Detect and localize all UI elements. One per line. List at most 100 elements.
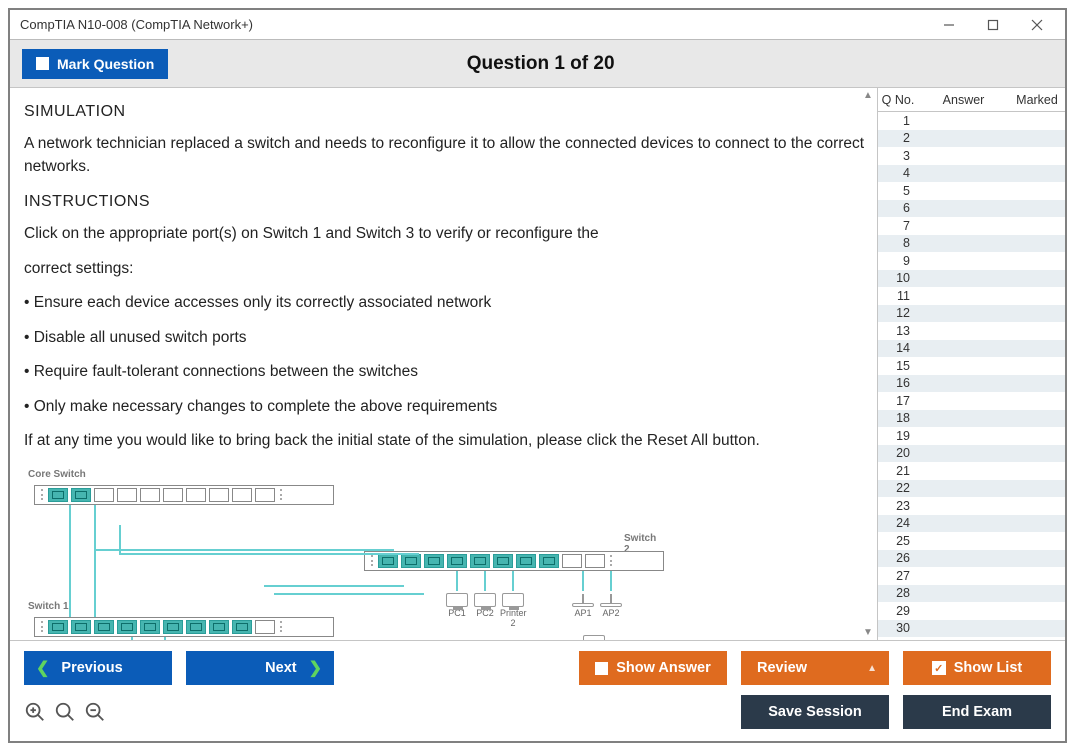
maximize-button[interactable] [971,12,1015,38]
chevron-left-icon: ❮ [36,658,49,678]
ap2-device: AP2 [598,593,624,618]
chevron-right-icon: ❯ [309,658,322,678]
question-list-row[interactable]: 12 [878,305,1065,323]
question-list-row[interactable]: 29 [878,602,1065,620]
switch-port[interactable] [209,488,229,502]
question-list-row[interactable]: 7 [878,217,1065,235]
network-diagram[interactable]: Core Switch Switch 1 Switch 2 Switch 3 [24,465,664,640]
switch-port[interactable] [117,620,137,634]
question-list-row[interactable]: 22 [878,480,1065,498]
switch-port[interactable] [255,620,275,634]
question-pane: SIMULATION A network technician replaced… [10,88,877,640]
question-list-row[interactable]: 20 [878,445,1065,463]
question-list-row[interactable]: 9 [878,252,1065,270]
question-list-row[interactable]: 17 [878,392,1065,410]
bullet-4: • Only make necessary changes to complet… [24,396,873,418]
show-list-check-icon: ✓ [932,661,946,675]
question-list-row[interactable]: 30 [878,620,1065,638]
question-list-row[interactable]: 13 [878,322,1065,340]
switch-port[interactable] [539,554,559,568]
switch-port[interactable] [163,488,183,502]
switch-port[interactable] [48,488,68,502]
show-answer-button[interactable]: Show Answer [579,651,727,685]
question-scrollbar[interactable]: ▲ ▼ [859,88,877,640]
switch-port[interactable] [378,554,398,568]
question-list-row[interactable]: 15 [878,357,1065,375]
question-list-row[interactable]: 27 [878,567,1065,585]
switch-port[interactable] [209,620,229,634]
previous-label: Previous [61,660,122,676]
main-area: SIMULATION A network technician replaced… [10,88,1065,641]
instructions-heading: INSTRUCTIONS [24,190,873,213]
switch-port[interactable] [232,620,252,634]
switch-1[interactable] [34,617,334,637]
close-button[interactable] [1015,12,1059,38]
switch-port[interactable] [401,554,421,568]
switch-port[interactable] [140,488,160,502]
show-list-label: Show List [954,660,1022,676]
switch-port[interactable] [424,554,444,568]
question-list-pane: Q No. Answer Marked 12345678910111213141… [877,88,1065,640]
question-list-body[interactable]: 1234567891011121314151617181920212223242… [878,112,1065,640]
question-list-row[interactable]: 10 [878,270,1065,288]
question-list-row[interactable]: 19 [878,427,1065,445]
review-button[interactable]: Review ▲ [741,651,889,685]
core-switch[interactable] [34,485,334,505]
switch-port[interactable] [94,488,114,502]
switch-port[interactable] [48,620,68,634]
question-list-row[interactable]: 23 [878,497,1065,515]
question-list-row[interactable]: 28 [878,585,1065,603]
switch-port[interactable] [493,554,513,568]
question-list-row[interactable]: 25 [878,532,1065,550]
question-list-row[interactable]: 21 [878,462,1065,480]
question-list-row[interactable]: 18 [878,410,1065,428]
question-list-row[interactable]: 4 [878,165,1065,183]
question-list-row[interactable]: 16 [878,375,1065,393]
switch-port[interactable] [71,620,91,634]
footer-row-1: ❮ Previous Next ❯ Show Answer Review ▲ ✓… [24,651,1051,685]
switch-port[interactable] [516,554,536,568]
question-counter: Question 1 of 20 [28,53,1053,75]
switch-port[interactable] [585,554,605,568]
next-button[interactable]: Next ❯ [186,651,334,685]
show-list-button[interactable]: ✓ Show List [903,651,1051,685]
question-list-row[interactable]: 11 [878,287,1065,305]
switch1-label: Switch 1 [28,601,69,612]
switch-port[interactable] [140,620,160,634]
switch-port[interactable] [562,554,582,568]
switch-port[interactable] [71,488,91,502]
switch-port[interactable] [117,488,137,502]
question-list-row[interactable]: 8 [878,235,1065,253]
switch-port[interactable] [232,488,252,502]
app-window: CompTIA N10-008 (CompTIA Network+) Mark … [8,8,1067,743]
question-list-row[interactable]: 26 [878,550,1065,568]
zoom-reset-icon[interactable] [54,701,76,723]
question-list-row[interactable]: 1 [878,112,1065,130]
switch-port[interactable] [186,488,206,502]
question-list-row[interactable]: 14 [878,340,1065,358]
question-list-row[interactable]: 24 [878,515,1065,533]
zoom-in-icon[interactable] [24,701,46,723]
question-list-row[interactable]: 5 [878,182,1065,200]
scroll-down-icon[interactable]: ▼ [863,627,873,638]
switch-port[interactable] [163,620,183,634]
question-list-row[interactable]: 6 [878,200,1065,218]
simulation-heading: SIMULATION [24,100,873,123]
scroll-up-icon[interactable]: ▲ [863,90,873,101]
switch-port[interactable] [255,488,275,502]
header-bar: Mark Question Question 1 of 20 [10,40,1065,88]
switch-port[interactable] [470,554,490,568]
instruction-line-1: Click on the appropriate port(s) on Swit… [24,223,873,245]
footer: ❮ Previous Next ❯ Show Answer Review ▲ ✓… [10,641,1065,741]
previous-button[interactable]: ❮ Previous [24,651,172,685]
switch-port[interactable] [186,620,206,634]
minimize-button[interactable] [927,12,971,38]
question-list-row[interactable]: 2 [878,130,1065,148]
switch-port[interactable] [94,620,114,634]
dropdown-caret-icon: ▲ [867,663,877,674]
zoom-out-icon[interactable] [84,701,106,723]
end-exam-button[interactable]: End Exam [903,695,1051,729]
question-list-row[interactable]: 3 [878,147,1065,165]
save-session-button[interactable]: Save Session [741,695,889,729]
switch-port[interactable] [447,554,467,568]
